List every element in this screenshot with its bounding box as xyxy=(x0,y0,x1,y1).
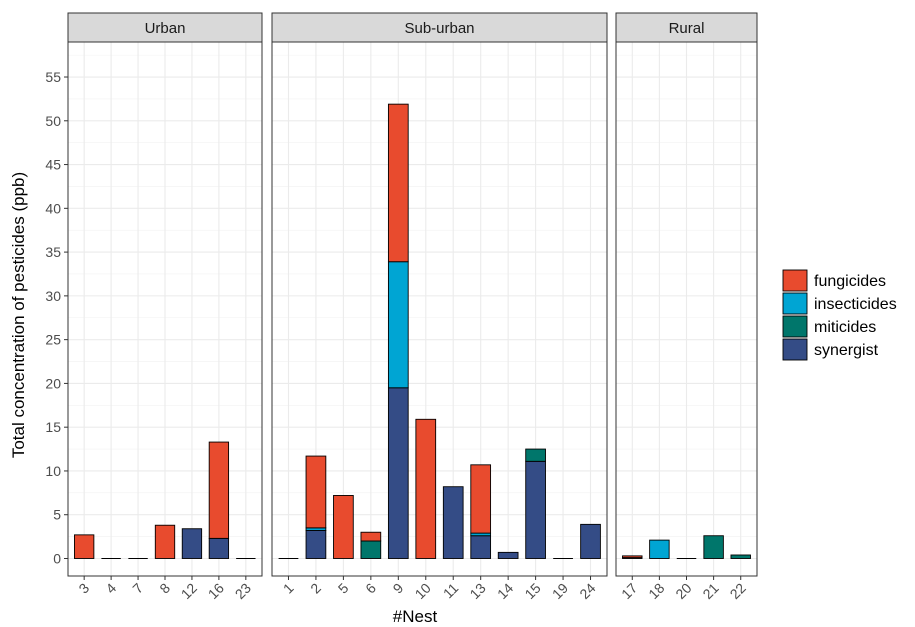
bar-segment-fungicides xyxy=(622,555,643,559)
bar-segment-fungicides xyxy=(415,418,437,559)
facet-strip xyxy=(67,12,263,43)
panel-border xyxy=(271,41,608,577)
y-tick-label: 40 xyxy=(45,200,61,216)
facet-strip-label: Sub-urban xyxy=(404,20,474,37)
x-tick-label: 24 xyxy=(576,580,598,602)
bar-segment-fungicides xyxy=(360,531,382,542)
x-tick-label: 11 xyxy=(440,580,462,602)
legend-label-synergist: synergist xyxy=(814,342,879,359)
y-tick-label: 25 xyxy=(45,332,61,348)
x-tick-label: 9 xyxy=(390,580,407,597)
x-tick-label: 23 xyxy=(232,580,254,602)
bar-segment-fungicides xyxy=(208,441,230,539)
facet-strip xyxy=(271,12,608,43)
panel-border xyxy=(67,41,263,577)
y-tick-label: 30 xyxy=(45,288,61,304)
bar-segment-fungicides xyxy=(470,464,492,534)
x-axis-title: #Nest xyxy=(393,607,438,626)
facet-strip xyxy=(615,12,758,43)
y-tick-label: 20 xyxy=(45,375,61,391)
y-tick-label: 0 xyxy=(53,550,61,566)
y-tick-label: 15 xyxy=(45,419,61,435)
panel-border xyxy=(615,41,758,577)
bar-segment-miticides xyxy=(730,554,751,559)
legend-label-insecticides: insecticides xyxy=(814,296,897,313)
y-tick-label: 5 xyxy=(53,507,61,523)
bar-segment-fungicides xyxy=(387,103,409,263)
bar-segment-synergist xyxy=(442,486,464,559)
panel-background xyxy=(272,42,607,576)
x-tick-label: 13 xyxy=(466,580,488,602)
x-tick-label: 19 xyxy=(549,580,571,602)
panel-rural: Rural 17 18 20 21 22 xyxy=(615,12,758,602)
legend: fungicides insecticides miticides synergist xyxy=(782,269,897,361)
bar-segment-fungicides xyxy=(74,534,95,559)
bar-segment-miticides xyxy=(703,535,724,559)
x-tick-label: 4 xyxy=(102,580,119,597)
bar-segment-synergist xyxy=(181,528,203,559)
panel-sub-urban: Sub-urban 1 2 5 6 9 10 11 13 14 15 19 24 xyxy=(271,12,608,602)
bar-segment-synergist xyxy=(470,535,492,559)
y-axis: 0 5 10 15 20 25 30 35 40 45 50 55 xyxy=(45,69,68,566)
x-tick-label: 3 xyxy=(75,580,92,597)
bar-segment-miticides xyxy=(360,540,382,559)
x-tick-label: 16 xyxy=(205,580,227,602)
legend-key-miticides xyxy=(782,315,808,338)
x-tick-label: 2 xyxy=(307,580,324,597)
bar-segment-fungicides xyxy=(305,455,327,529)
y-tick-label: 55 xyxy=(45,69,61,85)
y-tick-label: 10 xyxy=(45,463,61,479)
legend-item-miticides: miticides xyxy=(782,315,876,338)
bar-segment-fungicides xyxy=(154,524,176,559)
x-tick-label: 22 xyxy=(727,580,749,602)
bar-segment-miticides xyxy=(525,448,546,462)
x-tick-label: 6 xyxy=(362,580,379,597)
x-tick-label: 7 xyxy=(129,580,146,597)
x-tick-label: 10 xyxy=(412,580,434,602)
y-axis-title: Total concentration of pesticides (ppb) xyxy=(9,172,28,458)
y-tick-label: 45 xyxy=(45,157,61,173)
x-tick-label: 1 xyxy=(280,580,297,597)
x-tick-label: 12 xyxy=(178,580,200,602)
legend-item-synergist: synergist xyxy=(782,338,879,361)
x-tick-label: 20 xyxy=(672,580,694,602)
x-tick-label: 8 xyxy=(156,580,173,597)
y-tick-label: 35 xyxy=(45,244,61,260)
bar-segment-synergist xyxy=(305,530,327,559)
legend-key-fungicides xyxy=(782,269,808,292)
bar-segment-synergist xyxy=(208,537,230,559)
y-tick-label: 50 xyxy=(45,113,61,129)
panel-urban: Urban 3 4 7 8 12 16 23 xyxy=(67,12,263,602)
facet-strip-label: Urban xyxy=(145,20,186,37)
legend-item-fungicides: fungicides xyxy=(782,269,886,292)
bar-segment-insecticides xyxy=(387,261,409,389)
legend-label-miticides: miticides xyxy=(814,319,876,336)
legend-key-synergist xyxy=(782,338,808,361)
bar-segment-synergist xyxy=(497,551,519,559)
x-tick-label: 14 xyxy=(494,580,516,602)
x-tick-label: 17 xyxy=(618,580,640,602)
legend-label-fungicides: fungicides xyxy=(814,273,886,290)
facet-strip-label: Rural xyxy=(669,20,705,37)
legend-item-insecticides: insecticides xyxy=(782,292,897,315)
bar-segment-fungicides xyxy=(333,495,354,559)
legend-key-insecticides xyxy=(782,292,808,315)
bar-segment-synergist xyxy=(387,387,409,559)
bar-segment-synergist xyxy=(580,523,601,559)
bar-segment-insecticides xyxy=(649,539,670,559)
x-tick-label: 15 xyxy=(521,580,543,602)
bar-segment-synergist xyxy=(525,460,546,559)
x-tick-label: 5 xyxy=(335,580,352,597)
x-tick-label: 21 xyxy=(699,580,721,602)
x-tick-label: 18 xyxy=(645,580,667,602)
